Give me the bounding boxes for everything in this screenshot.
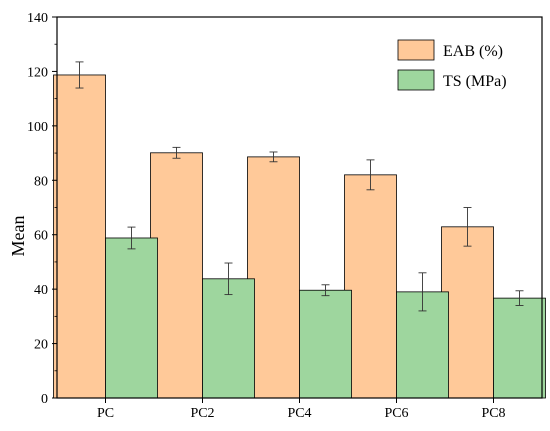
bar-eab-pc6 — [344, 174, 397, 399]
error-bar-ts-pc6 — [418, 272, 427, 312]
x-tick-label-pc8: PC8 — [481, 406, 505, 421]
error-bar-ts-pc — [127, 226, 136, 250]
y-tick-label: 100 — [27, 120, 48, 135]
y-tick-label: 140 — [27, 11, 48, 26]
legend-label-ts: TS (MPa) — [443, 73, 507, 90]
x-tick-label-pc: PC — [97, 406, 114, 421]
x-tick-label-pc6: PC6 — [384, 406, 408, 421]
y-tick-label: 20 — [34, 338, 48, 353]
x-tick-label-pc2: PC2 — [190, 406, 214, 421]
legend: EAB (%) TS (MPa) — [397, 39, 507, 91]
y-tick-label: 40 — [34, 283, 48, 298]
bar-ts-pc4 — [299, 289, 352, 399]
y-tick-label: 80 — [34, 174, 48, 189]
error-bar-ts-pc8 — [515, 290, 524, 306]
legend-swatch-ts — [397, 69, 435, 91]
error-bars-layer — [75, 61, 524, 312]
bar-ts-pc2 — [202, 278, 255, 399]
y-ticks-layer: 0 20 40 60 80 100 120 140 — [27, 11, 57, 407]
error-bar-ts-pc4 — [321, 284, 330, 297]
x-ticks-layer: PC PC2 PC4 PC6 PC8 — [97, 398, 506, 421]
bar-ts-pc8 — [493, 297, 546, 399]
error-bar-eab-pc6 — [366, 159, 375, 191]
y-tick-label: 0 — [41, 392, 48, 407]
y-axis-title: Mean — [8, 216, 28, 257]
bars-layer — [53, 74, 546, 399]
error-bar-eab-pc8 — [463, 207, 472, 247]
bar-eab-pc2 — [150, 152, 203, 399]
error-bar-eab-pc4 — [269, 151, 278, 163]
legend-swatch-eab — [397, 39, 435, 61]
y-tick-label: 120 — [27, 65, 48, 80]
bar-ts-pc — [105, 237, 158, 399]
bar-eab-pc — [53, 74, 106, 399]
error-bar-eab-pc — [75, 61, 84, 89]
bar-eab-pc8 — [441, 226, 494, 399]
error-bar-eab-pc2 — [172, 146, 181, 159]
error-bar-ts-pc2 — [224, 262, 233, 296]
legend-label-eab: EAB (%) — [443, 43, 503, 60]
y-tick-label: 60 — [34, 229, 48, 244]
bar-eab-pc4 — [247, 156, 300, 399]
x-tick-label-pc4: PC4 — [287, 406, 311, 421]
